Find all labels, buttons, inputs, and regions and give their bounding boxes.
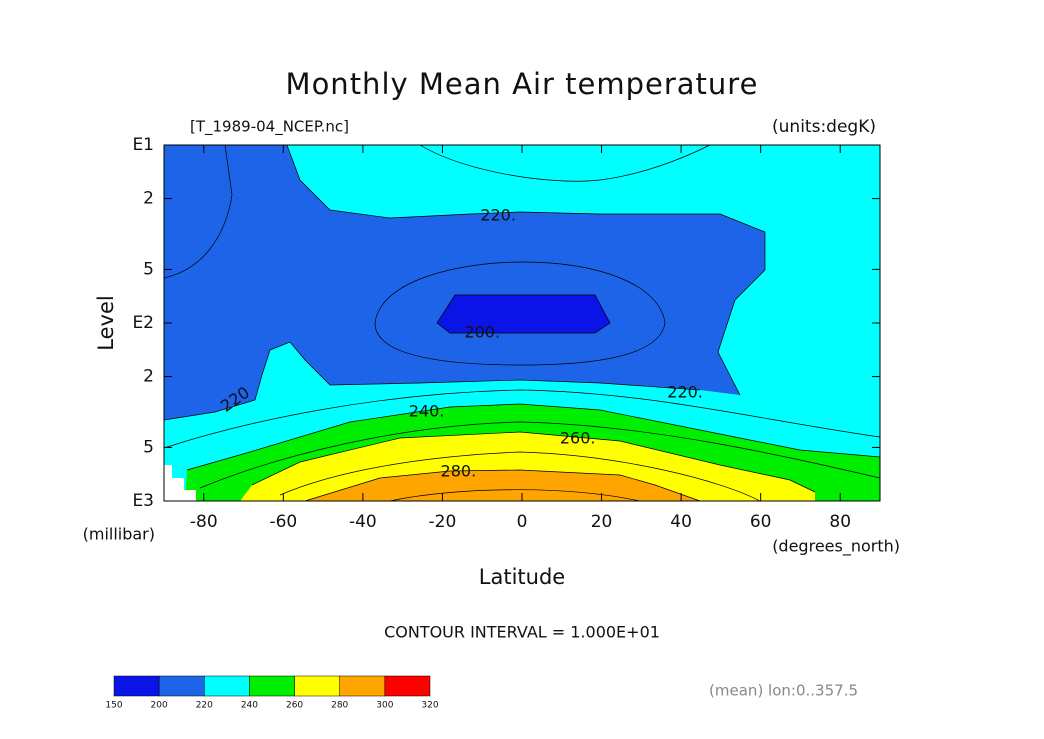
plot-area: 220.200.220.240.260.280.220 <box>163 144 881 502</box>
colorbar-label: 300 <box>376 701 393 711</box>
y-tick-label: 2 <box>143 367 154 387</box>
x-tick-label: 80 <box>829 512 851 532</box>
contour-line <box>389 489 641 502</box>
source: [T_1989-04_NCEP.nc] <box>190 118 349 137</box>
y-label: Level <box>94 295 118 350</box>
y-tick-label: 5 <box>143 259 154 279</box>
footnote: (mean) lon:0..357.5 <box>709 682 858 700</box>
colorbar-box <box>204 675 250 697</box>
contour-line <box>436 294 611 334</box>
colorbar-box <box>113 675 160 697</box>
missing <box>164 465 172 501</box>
y-tick-label: E2 <box>132 313 154 333</box>
contour-line <box>251 431 816 493</box>
colorbar-label: 240 <box>241 701 258 711</box>
x-tick-label: -80 <box>190 512 218 532</box>
colorbar-box <box>294 675 340 697</box>
contour-interval: CONTOUR INTERVAL = 1.000E+01 <box>384 623 660 642</box>
colorbar-label: 280 <box>331 701 348 711</box>
contour-label: 200. <box>464 323 500 342</box>
x-tick-label: 0 <box>517 512 528 532</box>
y-unit: (millibar) <box>83 525 155 544</box>
x-tick-label: -60 <box>269 512 297 532</box>
contour-line <box>199 421 881 489</box>
contour-label: 280. <box>441 461 477 480</box>
region <box>437 295 610 333</box>
contour-label: 220. <box>480 205 516 224</box>
y-tick-label: E1 <box>132 135 154 155</box>
x-tick-label: 40 <box>670 512 692 532</box>
x-tick-label: 20 <box>591 512 613 532</box>
x-tick-label: -40 <box>349 512 377 532</box>
contour-line <box>304 469 701 502</box>
x-label: Latitude <box>479 565 565 589</box>
region <box>164 145 765 420</box>
colorbar-box <box>249 675 295 697</box>
contour-label: 220. <box>667 382 703 401</box>
colorbar-box <box>384 675 431 697</box>
colorbar-label: 260 <box>286 701 303 711</box>
y-tick-label: 5 <box>143 437 154 457</box>
contour-label: 240. <box>409 401 445 420</box>
contour-line <box>163 389 881 449</box>
colorbar-label: 220 <box>196 701 213 711</box>
units: (units:degK) <box>772 117 876 137</box>
contour-line <box>374 261 666 366</box>
colorbar-label: 200 <box>151 701 168 711</box>
colorbar-box <box>158 675 205 697</box>
missing <box>184 490 196 501</box>
x-tick-label: 60 <box>750 512 772 532</box>
contour-label: 260. <box>560 429 596 448</box>
x-tick-label: -20 <box>429 512 457 532</box>
x-unit: (degrees_north) <box>772 537 900 557</box>
chart-title: Monthly Mean Air temperature <box>286 67 759 101</box>
colorbar-label: 150 <box>105 701 122 711</box>
contour-line <box>163 144 766 421</box>
missing <box>172 478 184 501</box>
contour-line <box>186 403 881 471</box>
contour-line <box>163 144 711 279</box>
colorbar-label: 320 <box>421 701 438 711</box>
colorbar-box <box>339 675 386 697</box>
contour-line <box>279 451 761 502</box>
y-tick-label: E3 <box>132 491 154 511</box>
y-tick-label: 2 <box>143 189 154 209</box>
